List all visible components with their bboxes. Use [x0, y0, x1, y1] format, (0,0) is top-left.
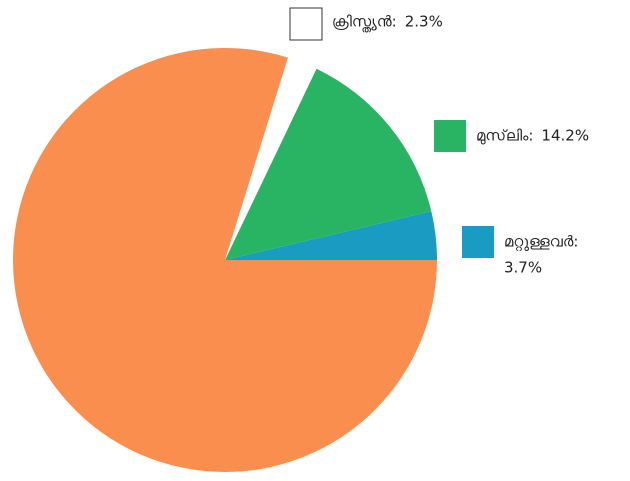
legend-value: 2.3%	[405, 13, 443, 31]
pie-slice	[13, 48, 437, 473]
legend-swatch	[434, 120, 466, 152]
legend-swatch	[462, 226, 494, 258]
legend-value: 14.2%	[541, 127, 589, 145]
legend-swatch	[289, 7, 323, 41]
pie-slice	[225, 68, 432, 260]
legend-label: മുസ്‌ലിം:	[476, 127, 533, 146]
pie-slice	[225, 57, 317, 260]
legend-label: മറ്റുള്ളവർ:	[504, 233, 578, 252]
pie-slice	[225, 211, 437, 260]
legend-label: ക്രിസ്ത്യൻ:	[332, 13, 397, 33]
legend-value: 3.7%	[504, 259, 542, 277]
